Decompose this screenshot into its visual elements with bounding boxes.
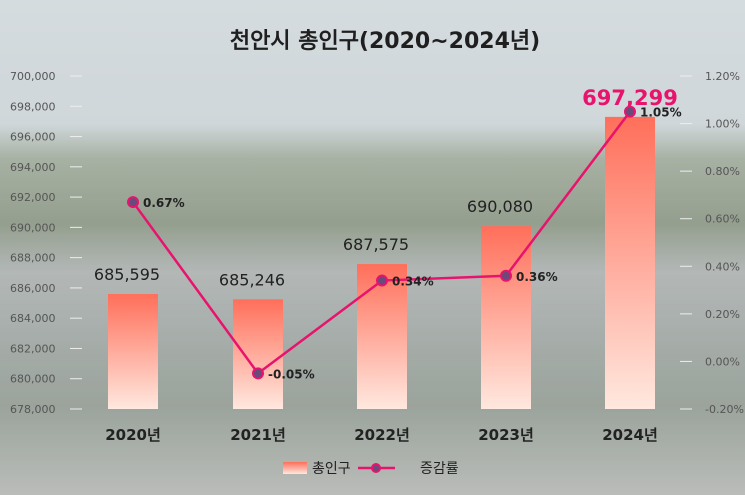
bar-2021년 <box>233 299 283 409</box>
left-tick-label: 680,000 <box>10 373 56 386</box>
left-tick-label: 700,000 <box>10 70 56 83</box>
left-tick-label: 684,000 <box>10 312 56 325</box>
left-tick-label: 692,000 <box>10 191 56 204</box>
chart-title: 천안시 총인구(2020~2024년) <box>230 29 540 54</box>
line-point <box>624 105 636 118</box>
right-tick-label: 0.80% <box>705 165 740 178</box>
left-tick-label: 690,000 <box>10 221 56 234</box>
line-value-label: 1.05% <box>640 106 682 120</box>
category-label: 2023년 <box>478 426 534 444</box>
line-value-label: 0.36% <box>516 270 558 284</box>
left-tick-label: 678,000 <box>10 403 56 416</box>
left-tick-label: 686,000 <box>10 282 56 295</box>
left-tick-label: 694,000 <box>10 161 56 174</box>
bar-2024년 <box>605 116 655 410</box>
left-tick-label: 682,000 <box>10 342 56 355</box>
right-tick-label: 0.40% <box>705 260 740 273</box>
right-tick-label: 0.20% <box>705 308 740 321</box>
right-tick-label: 0.60% <box>705 213 740 226</box>
bar-value-label: 687,575 <box>343 235 409 254</box>
bar-2022년 <box>357 264 407 409</box>
line-value-label: -0.05% <box>268 367 315 381</box>
line-value-label: 0.34% <box>392 275 434 289</box>
legend-label-line: 증감률 <box>420 461 459 477</box>
line-point <box>500 269 512 282</box>
line-value-label: 0.67% <box>143 196 185 210</box>
bar-value-label: 685,246 <box>219 270 285 289</box>
legend-line-marker <box>371 463 381 473</box>
bar-2023년 <box>481 226 531 409</box>
legend-label-bar: 총인구 <box>312 461 351 477</box>
left-tick-label: 696,000 <box>10 131 56 144</box>
category-label: 2021년 <box>230 426 286 444</box>
left-tick-label: 688,000 <box>10 252 56 265</box>
bar-value-label: 685,595 <box>94 265 160 284</box>
line-point <box>376 274 388 287</box>
category-label: 2022년 <box>354 426 410 444</box>
legend-bar-swatch <box>283 462 307 474</box>
line-point <box>127 196 139 209</box>
bar-2020년 <box>108 294 158 409</box>
left-tick-label: 698,000 <box>10 100 56 113</box>
right-tick-label: 1.20% <box>705 70 740 83</box>
right-tick-label: 1.00% <box>705 118 740 131</box>
right-tick-label: -0.20% <box>705 403 744 416</box>
category-label: 2020년 <box>105 426 161 444</box>
right-tick-label: 0.00% <box>705 355 740 368</box>
category-label: 2024년 <box>602 426 658 444</box>
line-point <box>252 367 264 380</box>
bar-value-label: 690,080 <box>467 197 533 216</box>
